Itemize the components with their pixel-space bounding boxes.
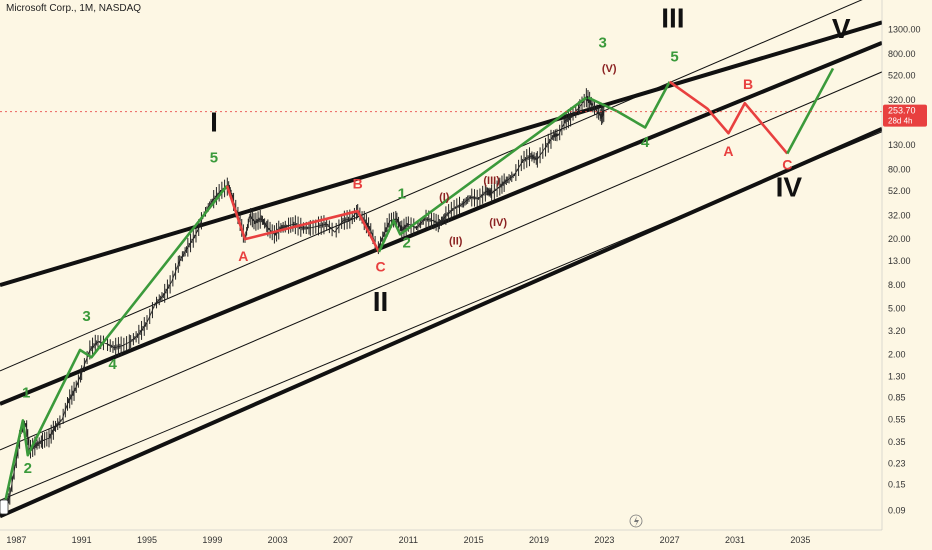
wave-label: B bbox=[353, 175, 363, 191]
wave-path-green-1 bbox=[1, 184, 229, 511]
wave-label: B bbox=[743, 76, 753, 92]
y-tick-label: 0.23 bbox=[888, 458, 906, 468]
wave-label: A bbox=[238, 248, 248, 264]
wave-label: 2 bbox=[403, 234, 411, 251]
wave-label: II bbox=[373, 286, 389, 317]
lightning-icon bbox=[629, 514, 643, 528]
wave-label: III bbox=[661, 3, 684, 34]
wave-label: 5 bbox=[670, 48, 678, 65]
y-tick-label: 800.00 bbox=[888, 49, 916, 59]
projection-path-green bbox=[587, 81, 671, 129]
price-tag-countdown: 28d 4h bbox=[888, 117, 912, 126]
y-tick-label: 0.35 bbox=[888, 437, 906, 447]
y-tick-label: 520.00 bbox=[888, 71, 916, 81]
y-tick-label: 1300.00 bbox=[888, 25, 921, 35]
wave-label: 1 bbox=[398, 185, 406, 202]
wave-label: C bbox=[376, 258, 386, 274]
wave-label: 3 bbox=[82, 308, 90, 325]
channel-line-lower-thick bbox=[0, 127, 882, 519]
price-series bbox=[2, 88, 605, 515]
wave-label: (V) bbox=[602, 63, 617, 75]
y-tick-label: 0.85 bbox=[888, 393, 906, 403]
wave-label: A bbox=[723, 143, 733, 159]
channel-line-middle-thin bbox=[0, 71, 882, 451]
wave-label: 4 bbox=[109, 356, 118, 373]
wave-label: 3 bbox=[599, 35, 607, 52]
x-tick-label: 1999 bbox=[202, 535, 222, 545]
wave-label: 4 bbox=[641, 134, 650, 151]
x-tick-label: 1995 bbox=[137, 535, 157, 545]
wave-label: IV bbox=[776, 171, 803, 202]
x-tick-label: 2015 bbox=[464, 535, 484, 545]
wave-label: (II) bbox=[449, 235, 463, 247]
y-axis-panel bbox=[882, 0, 932, 550]
wave-label: I bbox=[210, 107, 218, 138]
chart-title: Microsoft Corp., 1M, NASDAQ bbox=[6, 3, 142, 14]
x-tick-label: 2003 bbox=[268, 535, 288, 545]
y-tick-label: 0.55 bbox=[888, 415, 906, 425]
x-tick-label: 2027 bbox=[660, 535, 680, 545]
scale-handle-icon bbox=[0, 499, 9, 515]
wave-label: (IV) bbox=[489, 217, 507, 229]
plot-area: 1 2 3 4 5 I A B C II 1 2 (I) (II) (III) (IV) (V) 3 III 4 5 A B… bbox=[0, 0, 882, 519]
y-tick-label: 80.00 bbox=[888, 165, 911, 175]
channel-line-upper-thick bbox=[0, 20, 882, 288]
y-tick-label: 8.00 bbox=[888, 280, 906, 290]
x-tick-label: 1991 bbox=[72, 535, 92, 545]
x-tick-label: 2019 bbox=[529, 535, 549, 545]
y-tick-label: 3.20 bbox=[888, 326, 906, 336]
y-tick-label: 5.00 bbox=[888, 304, 906, 314]
projection-path-red bbox=[668, 80, 789, 155]
price-tag-value: 253.70 bbox=[888, 106, 916, 116]
y-tick-label: 0.15 bbox=[888, 480, 906, 490]
x-tick-label: 2023 bbox=[594, 535, 614, 545]
wave-path-green-2 bbox=[377, 96, 588, 253]
wave-label: C bbox=[782, 157, 792, 173]
x-tick-label: 1987 bbox=[6, 535, 26, 545]
y-tick-label: 13.00 bbox=[888, 256, 911, 266]
projection-path-green-final bbox=[786, 67, 835, 155]
y-tick-label: 1.30 bbox=[888, 371, 906, 381]
channel-line-upper-thin bbox=[0, 0, 863, 372]
wave-label: 2 bbox=[24, 460, 32, 477]
channel-line-middle-thick bbox=[0, 40, 882, 406]
x-tick-label: 2035 bbox=[790, 535, 810, 545]
y-tick-label: 2.00 bbox=[888, 350, 906, 360]
y-tick-label: 320.00 bbox=[888, 95, 916, 105]
y-tick-label: 0.09 bbox=[888, 505, 906, 515]
x-axis-panel bbox=[0, 530, 932, 550]
x-tick-label: 2011 bbox=[399, 535, 418, 545]
y-tick-label: 32.00 bbox=[888, 211, 911, 221]
wave-label: 1 bbox=[22, 385, 30, 402]
y-tick-label: 20.00 bbox=[888, 234, 911, 244]
x-tick-label: 2007 bbox=[333, 535, 353, 545]
x-tick-label: 2031 bbox=[725, 535, 745, 545]
price-tag bbox=[883, 104, 927, 127]
wave-path-red-1 bbox=[225, 185, 381, 253]
wave-label: 5 bbox=[210, 150, 218, 167]
wave-label: (I) bbox=[439, 192, 450, 204]
wave-label: V bbox=[832, 13, 851, 44]
wave-label: (III) bbox=[483, 175, 500, 187]
y-tick-label: 130.00 bbox=[888, 140, 916, 150]
y-tick-label: 52.00 bbox=[888, 186, 911, 196]
price-line bbox=[2, 97, 605, 511]
